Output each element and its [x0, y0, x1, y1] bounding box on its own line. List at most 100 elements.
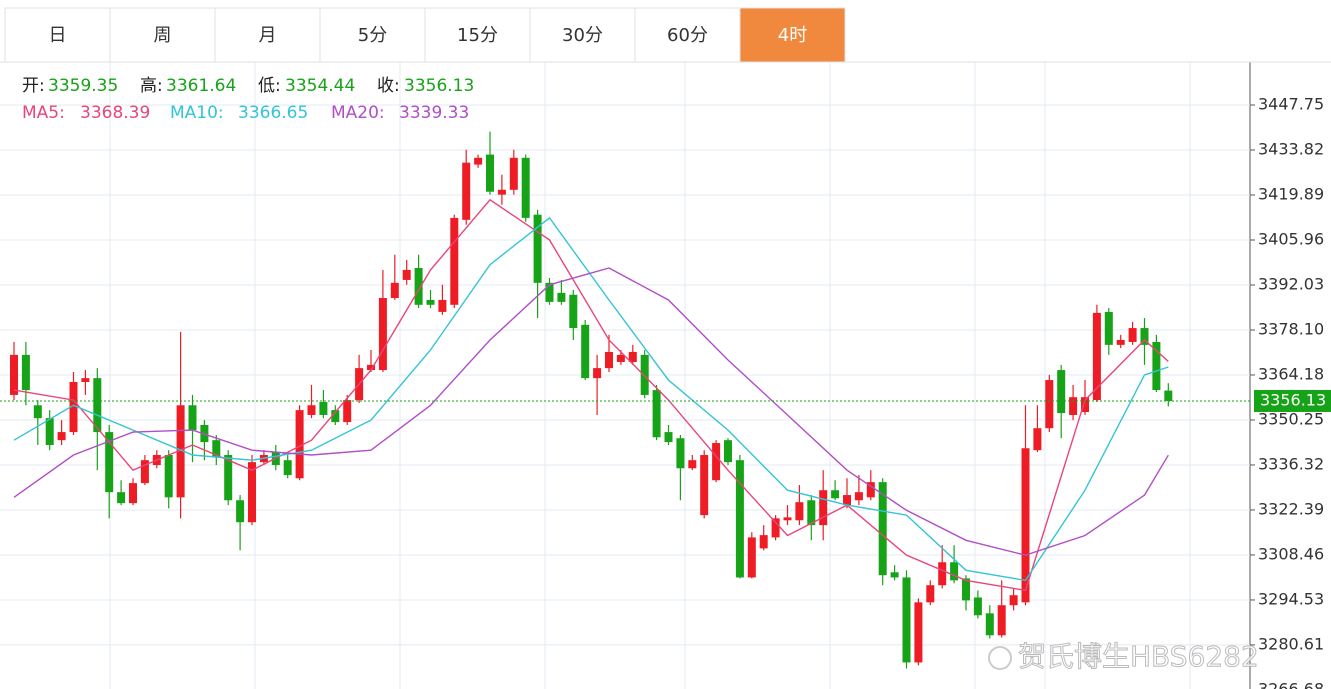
legend-value: 3339.33	[399, 103, 469, 123]
y-tick-label: 3433.82	[1258, 139, 1324, 158]
candle-body	[724, 440, 732, 463]
candle-body	[1140, 328, 1149, 345]
tab-button[interactable]	[424, 7, 531, 63]
candle-body	[248, 462, 256, 523]
candle-body	[486, 154, 494, 192]
candle-body	[438, 299, 447, 312]
tab-label[interactable]: 月	[259, 25, 277, 46]
watermark: 贺氏博生HBS6282	[1018, 640, 1259, 673]
candle-body	[1045, 380, 1054, 429]
ohlc-value: 3354.44	[285, 76, 355, 96]
watermark-icon	[988, 646, 1012, 670]
candle-body	[640, 354, 649, 395]
tab-button[interactable]	[4, 7, 111, 63]
candle-body	[21, 354, 30, 391]
tab-button[interactable]	[214, 7, 321, 63]
tab-label[interactable]: 60分	[667, 25, 708, 46]
candle-body	[521, 157, 530, 218]
ma-line	[13, 267, 1169, 556]
candle-body	[795, 502, 804, 521]
candle-body	[652, 390, 661, 438]
tab-label[interactable]: 4时	[778, 25, 807, 46]
candle-body	[712, 443, 721, 481]
candle-body	[1057, 370, 1066, 414]
candle-body	[367, 364, 375, 371]
candle-body	[462, 162, 471, 220]
candle-body	[331, 410, 340, 423]
candle-body	[176, 405, 185, 498]
candle-body	[735, 460, 744, 578]
tab-label[interactable]: 5分	[358, 25, 387, 46]
ma-line	[13, 216, 1169, 582]
legend-label: MA20:	[331, 103, 385, 123]
candle-body	[962, 578, 970, 601]
candle-body	[605, 351, 613, 369]
candle-body	[105, 432, 114, 493]
candle-body	[664, 432, 673, 443]
ohlc-value: 3359.35	[48, 76, 118, 96]
last-price-tag	[1254, 389, 1331, 412]
y-tick-label: 3308.46	[1258, 544, 1324, 563]
candle-body	[343, 400, 352, 423]
y-tick-label: 3378.10	[1258, 319, 1324, 338]
candle-body	[45, 418, 54, 446]
legend-label: MA10:	[170, 103, 224, 123]
candle-body	[295, 410, 304, 479]
tab-label[interactable]: 15分	[457, 25, 498, 46]
candle-body	[10, 354, 18, 395]
y-tick-label: 3392.03	[1258, 274, 1324, 293]
candle-body	[1152, 341, 1161, 391]
candle-body	[81, 378, 90, 383]
candle-body	[93, 378, 102, 433]
candle-body	[224, 455, 233, 501]
legend-value: 3366.65	[238, 103, 308, 123]
candle-body	[866, 482, 875, 498]
candle-body	[1069, 397, 1078, 415]
candle-body	[545, 282, 554, 302]
candle-body	[747, 537, 756, 578]
y-tick-label: 3294.53	[1258, 589, 1324, 608]
ohlc-value: 3356.13	[404, 76, 474, 96]
candle-body	[676, 438, 685, 469]
candle-body	[819, 490, 828, 526]
candle-body	[973, 597, 982, 616]
candle-body	[1092, 312, 1101, 401]
candle-body	[509, 157, 518, 190]
candle-body	[212, 440, 221, 458]
y-tick-label: 3419.89	[1258, 184, 1324, 203]
candle-body	[771, 518, 780, 538]
candle-body	[164, 455, 173, 498]
candle-body	[378, 298, 387, 371]
candle-body	[450, 217, 459, 305]
tab-button[interactable]	[739, 7, 846, 63]
last-price-label: 3356.13	[1260, 390, 1326, 409]
candle-body	[117, 492, 126, 504]
candle-body	[593, 368, 602, 379]
tab-label[interactable]: 日	[49, 25, 67, 46]
candle-body	[581, 324, 590, 379]
candle-body	[1033, 428, 1042, 451]
legend-label: MA5:	[22, 103, 65, 123]
candle-body	[414, 267, 423, 305]
ohlc-label: 开:	[22, 76, 45, 96]
candle-body	[1128, 328, 1137, 342]
tab-label[interactable]: 周	[154, 25, 172, 46]
y-tick-label: 3350.25	[1258, 409, 1324, 428]
candle-body	[1164, 390, 1173, 401]
candle-body	[997, 605, 1006, 636]
candle-body	[474, 157, 483, 165]
candle-body	[843, 495, 851, 506]
candle-body	[569, 294, 578, 329]
candle-body	[1009, 595, 1018, 606]
ohlc-label: 低:	[258, 76, 281, 96]
y-tick-label: 3405.96	[1258, 229, 1324, 248]
candle-body	[926, 585, 935, 603]
candle-body	[854, 492, 863, 501]
tab-label[interactable]: 30分	[562, 25, 603, 46]
candle-body	[426, 299, 435, 305]
candle-body	[390, 282, 399, 299]
tab-button[interactable]	[634, 7, 741, 63]
candle-body	[807, 500, 816, 526]
candle-body	[700, 455, 709, 516]
